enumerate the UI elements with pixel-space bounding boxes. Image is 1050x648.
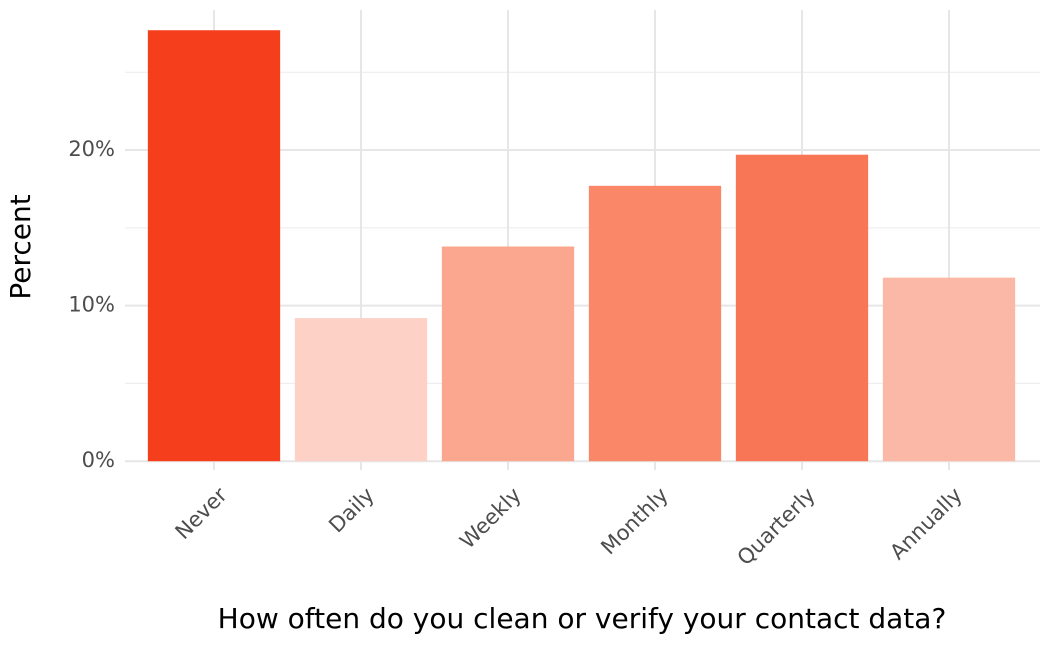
- x-tick-label: Weekly: [455, 483, 526, 554]
- x-axis-title: How often do you clean or verify your co…: [218, 602, 947, 635]
- y-tick-label: 0%: [82, 448, 115, 472]
- bar: [441, 246, 575, 462]
- bar: [588, 185, 722, 462]
- x-tick-label: Never: [171, 483, 233, 545]
- bar: [147, 30, 281, 462]
- x-tick-label: Quarterly: [733, 483, 820, 570]
- y-tick-label: 20%: [68, 137, 115, 161]
- x-tick-label: Monthly: [596, 483, 672, 559]
- x-tick-label: Annually: [885, 483, 967, 565]
- x-tick-label: Daily: [324, 483, 379, 538]
- bar: [735, 154, 869, 462]
- bar: [294, 318, 428, 462]
- y-tick-label: 10%: [68, 293, 115, 317]
- bar: [882, 277, 1016, 462]
- y-axis-title: Percent: [4, 194, 37, 299]
